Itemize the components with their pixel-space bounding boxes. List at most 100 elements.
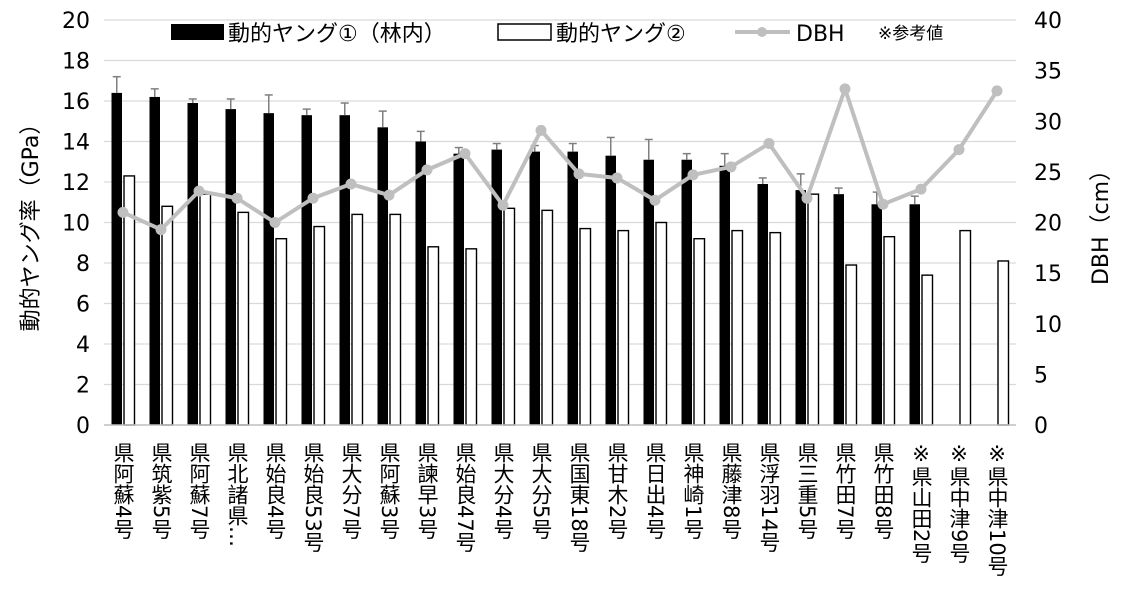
dbh-point <box>763 138 775 150</box>
dbh-point <box>801 192 813 204</box>
bar-series-2 <box>883 235 896 426</box>
bar-series-2 <box>427 246 440 426</box>
legend-marker-series-3 <box>757 27 767 37</box>
bar-series-1 <box>719 165 730 426</box>
bar-series-1 <box>301 115 312 426</box>
right-tick-labels: 0 5 10 15 20 25 30 35 40 <box>1034 9 1062 439</box>
bar-series-1 <box>909 204 920 425</box>
category-label: 県始良4号 <box>263 442 287 540</box>
dbh-point <box>345 178 357 190</box>
dbh-point <box>991 85 1003 97</box>
category-label: ※県中津9号 <box>947 442 971 564</box>
category-label: 県阿蘇4号 <box>111 442 135 540</box>
legend-swatch-series-2 <box>497 23 552 41</box>
left-tick-labels: 0 2 4 6 8 10 12 14 16 18 20 <box>62 9 90 439</box>
category-label: 県阿蘇7号 <box>187 442 211 540</box>
y-tick-label: 2 <box>76 374 90 399</box>
bars-layer <box>111 92 1010 426</box>
bar-series-2 <box>351 213 364 426</box>
bar-series-2 <box>237 211 250 426</box>
y2-tick-label: 35 <box>1034 60 1062 85</box>
category-label: 県藤津8号 <box>719 442 743 540</box>
y-tick-label: 10 <box>62 212 90 237</box>
category-label: 県大分7号 <box>339 442 363 540</box>
dbh-point <box>687 169 699 181</box>
bar-series-2 <box>541 209 554 426</box>
category-label: 県大分5号 <box>529 442 553 540</box>
y2-tick-label: 15 <box>1034 262 1062 287</box>
y2-tick-label: 0 <box>1034 414 1048 439</box>
dbh-point <box>193 185 205 197</box>
legend-label-series-1: 動的ヤング①（林内） <box>228 22 446 47</box>
bar-series-2 <box>845 264 858 426</box>
category-label: ※県山田2号 <box>909 442 933 564</box>
bar-series-1 <box>263 113 274 426</box>
category-label: 県竹田7号 <box>833 442 857 540</box>
bar-series-2 <box>959 229 972 426</box>
category-label: 県始良53号 <box>301 442 325 553</box>
category-label: 県諫早3号 <box>415 442 439 540</box>
dbh-point <box>953 144 965 156</box>
gridlines <box>104 19 1016 386</box>
legend-label-series-3: DBH <box>796 22 845 47</box>
dbh-point <box>573 168 585 180</box>
bar-series-2 <box>389 213 402 426</box>
dbh-point <box>269 217 281 228</box>
category-label: 県神崎1号 <box>681 442 705 540</box>
dbh-point <box>649 194 661 206</box>
category-label: ※県中津10号 <box>985 442 1009 577</box>
bar-series-1 <box>415 141 426 425</box>
bar-series-2 <box>731 229 744 426</box>
category-label: 県大分4号 <box>491 442 515 540</box>
y-tick-label: 20 <box>62 9 90 34</box>
y-axis-title: 動的ヤング率（GPa） <box>19 113 44 332</box>
bar-series-1 <box>491 149 502 425</box>
bar-series-2 <box>807 193 820 426</box>
y2-tick-label: 20 <box>1034 212 1062 237</box>
dbh-point <box>497 199 509 211</box>
bar-series-1 <box>833 194 844 425</box>
y2-tick-label: 30 <box>1034 110 1062 135</box>
bar-series-1 <box>871 204 882 425</box>
category-label: 県国東18号 <box>567 442 591 553</box>
bar-series-1 <box>111 92 122 426</box>
category-label: 県筑紫5号 <box>149 442 173 540</box>
bar-series-1 <box>377 127 388 425</box>
bar-series-2 <box>693 237 706 426</box>
dbh-line <box>122 86 999 232</box>
bar-series-2 <box>199 193 212 426</box>
error-bars-layer <box>112 75 919 205</box>
category-label: 県浮羽14号 <box>757 442 781 553</box>
y-tick-label: 0 <box>76 414 90 439</box>
y-tick-label: 4 <box>76 333 90 358</box>
legend: 動的ヤング①（林内） 動的ヤング② DBH ※参考値 <box>171 22 943 47</box>
dbh-point <box>231 192 243 204</box>
bar-series-1 <box>795 190 806 425</box>
dbh-point <box>611 172 623 184</box>
legend-label-series-2: 動的ヤング② <box>556 22 686 47</box>
bar-series-1 <box>339 115 350 426</box>
bar-series-2 <box>617 229 630 426</box>
dbh-point <box>839 83 851 95</box>
y2-tick-label: 40 <box>1034 9 1062 34</box>
dbh-point <box>877 198 889 210</box>
dbh-point <box>915 183 927 195</box>
bar-series-1 <box>567 151 578 425</box>
category-label: 県日出4号 <box>643 442 667 540</box>
bar-series-2 <box>579 227 592 426</box>
y2-tick-label: 5 <box>1034 363 1048 388</box>
category-label: 県始良47号 <box>453 442 477 553</box>
dbh-point <box>535 124 547 136</box>
bar-series-1 <box>605 155 616 426</box>
bar-series-2 <box>161 205 174 426</box>
category-label: 県竹田8号 <box>871 442 895 540</box>
bar-series-1 <box>187 103 198 426</box>
bar-series-1 <box>529 151 540 425</box>
y2-tick-label: 10 <box>1034 313 1062 338</box>
bar-series-2 <box>997 260 1010 426</box>
dbh-point <box>383 189 395 201</box>
dbh-point <box>421 164 433 176</box>
bar-series-2 <box>275 237 288 426</box>
y-tick-label: 12 <box>62 171 90 196</box>
